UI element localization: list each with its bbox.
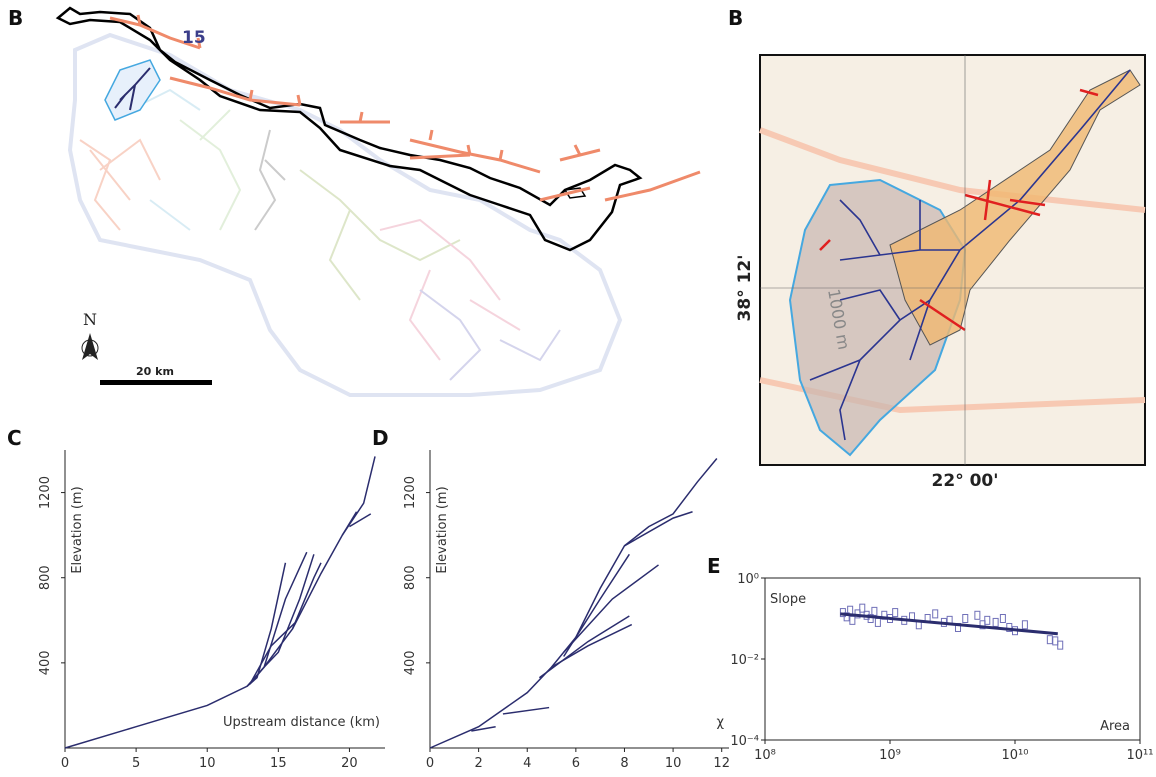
profile-line [563,553,630,657]
data-point [932,609,939,619]
data-point [999,614,1006,623]
data-point [859,603,866,613]
data-point [1046,635,1053,645]
longitude-label: 22° 00' [932,471,999,491]
y-tick-label: 1200 [403,476,418,509]
profile-line [64,456,376,749]
data-point [871,606,878,616]
islet [563,187,587,199]
y-tick-label: 10⁻² [730,653,759,668]
x-axis-label: χ [716,715,724,730]
profile-line [249,621,296,685]
data-point [1021,620,1028,630]
profile-line [429,458,718,749]
profile-line [538,615,630,679]
profile-line [840,612,1058,636]
panel-letter: B [8,6,23,30]
x-axis-label: Area [1100,719,1130,734]
x-tick-label: 6 [572,756,580,771]
x-tick-label: 10⁹ [879,748,901,763]
north-circle [81,339,99,357]
x-tick-label: 12 [713,756,730,771]
y-tick-label: 10⁻⁴ [730,734,759,749]
basin-label: 15 [182,28,206,48]
basin-15 [104,59,161,121]
data-point [849,615,856,625]
x-tick-label: 0 [61,756,69,771]
x-tick-label: 15 [270,756,287,771]
panel-letter: D [372,426,389,450]
rivers [809,69,1131,441]
faults [109,14,701,202]
panel-letter: E [707,554,721,578]
data-point [843,612,850,622]
data-point [892,608,899,618]
profile-line [563,564,659,653]
x-tick-label: 10 [199,756,216,771]
profile-line [349,513,372,528]
y-tick-label: 800 [403,565,418,590]
y-tick-label: 1200 [38,476,53,509]
scale-bar [100,380,212,385]
panel-letter: B [728,6,743,30]
catchment-outline [67,32,623,397]
scale-label: 20 km [136,365,174,378]
panel-letter: C [7,426,22,450]
data-point [1052,636,1059,646]
profile-line [263,554,315,668]
coastline [55,6,643,252]
x-tick-label: 0 [426,756,434,771]
detail-map: B 38° 12' 22° 00' 1000 m [728,6,1146,491]
x-tick-label: 10¹⁰ [1002,748,1029,763]
data-point [874,617,881,627]
data-point [974,610,981,620]
latitude-label: 38° 12' [735,255,755,322]
profile-line [502,706,550,715]
y-axis-label: Slope [770,592,806,607]
data-point [992,617,999,627]
x-tick-label: 8 [620,756,628,771]
data-point [1057,640,1064,650]
north-label: N [83,310,97,329]
y-tick-label: 400 [38,650,53,675]
profile-line [624,511,693,547]
profile-line [291,562,322,630]
profile-line [246,562,287,687]
y-tick-label: 10⁰ [737,572,759,587]
x-tick-label: 4 [523,756,531,771]
x-axis-label: Upstream distance (km) [223,715,380,730]
profile-line [249,551,308,685]
overview-map: B 15 N 20 km [8,6,701,397]
y-axis-label: Elevation (m) [70,486,85,573]
x-tick-label: 20 [341,756,358,771]
x-tick-label: 10⁸ [754,748,776,763]
north-arrow [82,333,98,360]
red-faults [819,88,1099,332]
x-tick-label: 10 [665,756,682,771]
data-point [984,615,991,625]
profile-line [551,623,633,668]
profile-line [341,511,358,536]
data-point [867,614,874,623]
data-point [962,614,969,623]
river-network [79,88,561,381]
basin-15-rivers [114,67,151,111]
x-tick-label: 2 [474,756,482,771]
x-tick-label: 10¹¹ [1127,748,1154,763]
plot-frame [764,577,1141,741]
y-tick-label: 400 [403,650,418,675]
y-axis-label: Elevation (m) [435,486,450,573]
data-point [1006,622,1013,632]
y-tick-label: 800 [38,565,53,590]
profile-line [471,725,496,732]
x-tick-label: 5 [132,756,140,771]
